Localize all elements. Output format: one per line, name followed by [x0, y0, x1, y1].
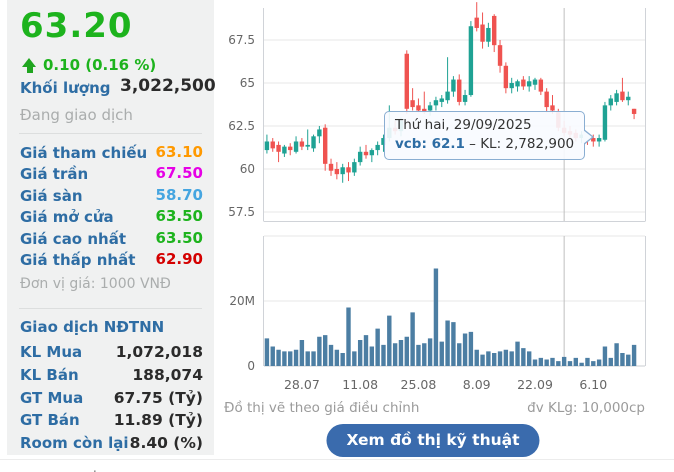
divider [19, 133, 202, 134]
trading-status: Đang giao dịch [20, 106, 133, 124]
volume-label: Khối lượng [20, 79, 111, 97]
y-axis-label: 60 [240, 162, 255, 176]
x-axis-label: 28.07 [284, 377, 320, 392]
y-axis-label: 20M [229, 294, 255, 308]
y-axis-label: 62.5 [228, 119, 255, 133]
volume-unit-note: đv KLg: 10,000cp [527, 400, 645, 416]
price-volume-chart[interactable]: 67.5 65 62.5 60 57.5 0 20M 28.07 11.08 25.08 8.09 2… [0, 0, 674, 400]
up-arrow-icon [22, 57, 37, 73]
y-axis-label: 0 [247, 359, 255, 373]
row-open-price: Giá mở cửa 63.50 [20, 207, 203, 227]
y-axis-label: 65 [240, 76, 255, 90]
price-unit-note: Đơn vị giá: 1000 VNĐ [20, 276, 171, 292]
y-axis-label: 67.5 [228, 33, 255, 47]
row-lowest-price: Giá thấp nhất 62.90 [20, 249, 203, 269]
divider [0, 459, 674, 460]
row-ceiling-price: Giá trần 67.50 [20, 164, 203, 184]
y-axis-label: 57.5 [228, 205, 255, 219]
volume-series [264, 268, 637, 366]
row-foreign-sell-value: GT Bán 11.89 (Tỷ) [20, 411, 203, 430]
row-floor-price: Giá sàn 58.70 [20, 185, 203, 205]
price-detail-rows: Giá tham chiếu 63.10 Giá trần 67.50 Giá … [20, 142, 203, 270]
tooltip-values: vcb: 62.1 – KL: 2,782,900 [395, 135, 574, 154]
x-axis-label: 25.08 [401, 377, 437, 392]
price-change-row: 0.10 (0.16 %) [22, 56, 156, 74]
row-highest-price: Giá cao nhất 63.50 [20, 228, 203, 248]
row-foreign-buy-volume: KL Mua 1,072,018 [20, 343, 203, 361]
tooltip-volume: – KL: 2,782,900 [464, 136, 575, 152]
volume-row: Khối lượng 3,022,500 [20, 76, 216, 97]
x-axis-label: 6.10 [579, 377, 607, 392]
price-change: 0.10 (0.16 %) [43, 56, 157, 74]
technical-chart-button[interactable]: Xem đồ thị kỹ thuật [326, 424, 540, 457]
row-reference-price: Giá tham chiếu 63.10 [20, 143, 203, 162]
volume-value: 3,022,500 [120, 76, 216, 96]
x-axis-label: 11.08 [342, 377, 378, 392]
adjusted-price-note: Đồ thị vẽ theo giá điều chỉnh [224, 400, 420, 416]
row-foreign-buy-value: GT Mua 67.75 (Tỷ) [20, 388, 203, 407]
tooltip-date: Thứ hai, 29/09/2025 [395, 117, 532, 133]
last-price: 63.20 [20, 6, 133, 46]
row-foreign-sell-volume: KL Bán 188,074 [20, 365, 203, 384]
foreign-trading-title: Giao dịch NĐTNN [20, 318, 165, 336]
tooltip-symbol-price: vcb: 62.1 [395, 136, 465, 152]
foreign-trading-rows: KL Mua 1,072,018 KL Bán 188,074 GT Mua 6… [20, 341, 203, 455]
quote-panel: 63.20 0.10 (0.16 %) Khối lượng 3,022,500… [7, 0, 216, 455]
clipped-content-below-fold: : [93, 467, 102, 472]
chart-canvas: 67.5 65 62.5 60 57.5 0 20M 28.07 11.08 25.08 8.09 2… [228, 2, 646, 392]
chart-tooltip: Thứ hai, 29/09/2025 vcb: 62.1 – KL: 2,78… [384, 111, 595, 160]
x-axis-label: 22.09 [517, 377, 553, 392]
x-axis-label: 8.09 [463, 377, 491, 392]
row-foreign-room-left: Room còn lại 8.40 (%) [20, 434, 203, 453]
divider [19, 308, 202, 309]
